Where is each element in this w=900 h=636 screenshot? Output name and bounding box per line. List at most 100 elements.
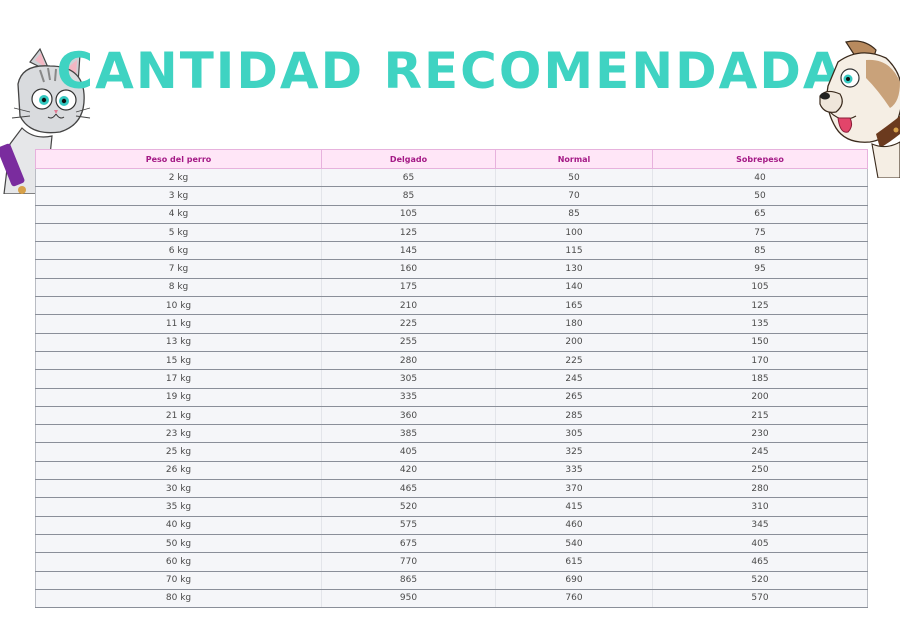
cell-normal: 130	[495, 259, 653, 279]
cell-sobrepeso: 185	[652, 369, 868, 389]
table-row: 70 kg 865 690 520	[35, 570, 868, 590]
table-row: 7 kg 160 130 95	[35, 259, 868, 279]
table-row: 21 kg 360 285 215	[35, 405, 868, 426]
cell-normal: 690	[495, 570, 653, 590]
cell-delgado: 225	[321, 314, 496, 334]
cell-delgado: 360	[321, 405, 496, 426]
cell-normal: 370	[495, 479, 653, 499]
cell-sobrepeso: 570	[652, 588, 868, 609]
cell-normal: 115	[495, 241, 653, 261]
cell-peso: 4 kg	[35, 204, 322, 224]
cell-delgado: 520	[321, 497, 496, 517]
table-row: 19 kg 335 265 200	[35, 387, 868, 407]
cell-sobrepeso: 150	[652, 332, 868, 352]
cell-delgado: 865	[321, 570, 496, 590]
table-row: 4 kg 105 85 65	[35, 204, 868, 224]
table-row: 11 kg 225 180 135	[35, 314, 868, 334]
cell-peso: 40 kg	[35, 515, 322, 535]
cell-delgado: 465	[321, 479, 496, 499]
table-row: 3 kg 85 70 50	[35, 186, 868, 206]
table-row: 2 kg 65 50 40	[35, 167, 868, 188]
column-header-sobrepeso: Sobrepeso	[652, 149, 868, 169]
cell-delgado: 145	[321, 241, 496, 261]
cell-peso: 80 kg	[35, 588, 322, 609]
cell-sobrepeso: 200	[652, 387, 868, 407]
table-row: 30 kg 465 370 280	[35, 479, 868, 499]
cell-delgado: 210	[321, 296, 496, 316]
cell-peso: 11 kg	[35, 314, 322, 334]
cell-normal: 100	[495, 222, 653, 243]
cell-peso: 70 kg	[35, 570, 322, 590]
table-header-row: Peso del perro Delgado Normal Sobrepeso	[35, 149, 868, 169]
cell-sobrepeso: 250	[652, 460, 868, 481]
table-row: 23 kg 385 305 230	[35, 424, 868, 444]
cell-peso: 13 kg	[35, 332, 322, 352]
cell-normal: 50	[495, 167, 653, 188]
table-row: 10 kg 210 165 125	[35, 296, 868, 316]
cell-normal: 70	[495, 186, 653, 206]
cell-peso: 19 kg	[35, 387, 322, 407]
cell-peso: 7 kg	[35, 259, 322, 279]
cell-peso: 3 kg	[35, 186, 322, 206]
cell-normal: 285	[495, 405, 653, 426]
cell-sobrepeso: 125	[652, 296, 868, 316]
cell-normal: 200	[495, 332, 653, 352]
cell-delgado: 675	[321, 533, 496, 554]
cell-normal: 460	[495, 515, 653, 535]
recommended-amount-table: Peso del perro Delgado Normal Sobrepeso …	[35, 149, 868, 609]
cell-delgado: 420	[321, 460, 496, 481]
cell-sobrepeso: 465	[652, 552, 868, 572]
cell-sobrepeso: 520	[652, 570, 868, 590]
cell-peso: 50 kg	[35, 533, 322, 554]
cell-normal: 180	[495, 314, 653, 334]
cell-delgado: 950	[321, 588, 496, 609]
cell-normal: 140	[495, 277, 653, 298]
cell-normal: 615	[495, 552, 653, 572]
cell-sobrepeso: 75	[652, 222, 868, 243]
cell-sobrepeso: 135	[652, 314, 868, 334]
cell-sobrepeso: 95	[652, 259, 868, 279]
cell-peso: 35 kg	[35, 497, 322, 517]
cell-sobrepeso: 280	[652, 479, 868, 499]
cell-delgado: 105	[321, 204, 496, 224]
data-table: Peso del perro Delgado Normal Sobrepeso …	[35, 149, 868, 609]
cell-sobrepeso: 310	[652, 497, 868, 517]
cell-normal: 245	[495, 369, 653, 389]
cell-normal: 415	[495, 497, 653, 517]
cell-normal: 165	[495, 296, 653, 316]
cell-sobrepeso: 50	[652, 186, 868, 206]
cell-delgado: 335	[321, 387, 496, 407]
cell-sobrepeso: 85	[652, 241, 868, 261]
cell-delgado: 385	[321, 424, 496, 444]
page-title: CANTIDAD RECOMENDADA	[56, 42, 844, 100]
cell-normal: 540	[495, 533, 653, 554]
cell-delgado: 175	[321, 277, 496, 298]
table-row: 50 kg 675 540 405	[35, 533, 868, 554]
table-row: 17 kg 305 245 185	[35, 369, 868, 389]
cell-delgado: 575	[321, 515, 496, 535]
table-row: 5 kg 125 100 75	[35, 222, 868, 243]
cell-normal: 225	[495, 350, 653, 371]
cell-sobrepeso: 345	[652, 515, 868, 535]
cell-peso: 15 kg	[35, 350, 322, 371]
cell-peso: 60 kg	[35, 552, 322, 572]
cell-sobrepeso: 245	[652, 442, 868, 462]
cell-peso: 26 kg	[35, 460, 322, 481]
cell-normal: 335	[495, 460, 653, 481]
column-header-normal: Normal	[495, 149, 653, 169]
cell-sobrepeso: 105	[652, 277, 868, 298]
cell-delgado: 65	[321, 167, 496, 188]
cell-peso: 2 kg	[35, 167, 322, 188]
table-row: 60 kg 770 615 465	[35, 552, 868, 572]
cell-sobrepeso: 230	[652, 424, 868, 444]
table-row: 13 kg 255 200 150	[35, 332, 868, 352]
cell-sobrepeso: 215	[652, 405, 868, 426]
table-row: 80 kg 950 760 570	[35, 588, 868, 609]
cell-sobrepeso: 405	[652, 533, 868, 554]
table-row: 15 kg 280 225 170	[35, 350, 868, 371]
cell-peso: 25 kg	[35, 442, 322, 462]
cell-delgado: 405	[321, 442, 496, 462]
cell-peso: 10 kg	[35, 296, 322, 316]
table-row: 6 kg 145 115 85	[35, 241, 868, 261]
column-header-peso: Peso del perro	[35, 149, 322, 169]
